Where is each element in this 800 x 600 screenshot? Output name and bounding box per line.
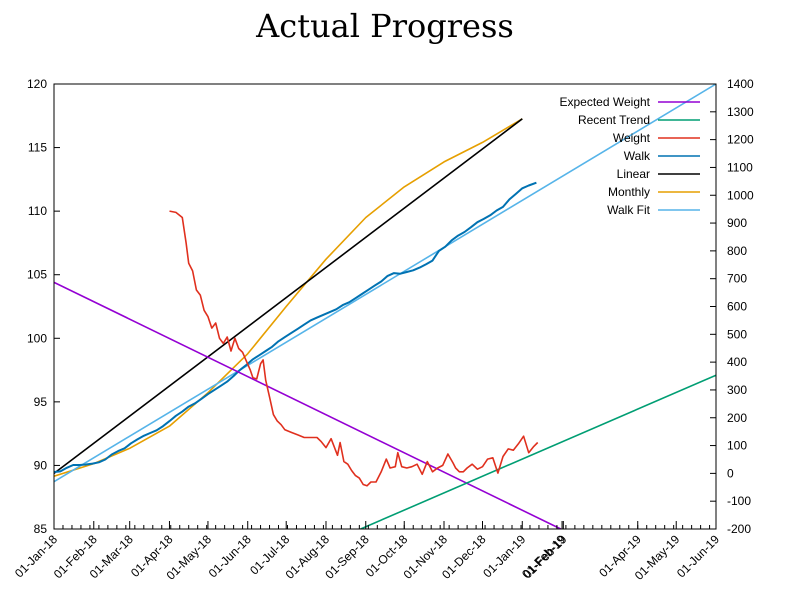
right-tick-label: 1100 (727, 160, 753, 174)
x-tick-label: 01-Jun-18 (206, 532, 254, 580)
legend-label-weight: Weight (613, 131, 651, 145)
legend-label-linear: Linear (617, 167, 650, 181)
legend-label-walk: Walk (624, 149, 651, 163)
right-tick-label: 1300 (727, 105, 754, 119)
right-tick-label: 700 (727, 272, 747, 286)
right-tick-label: 600 (727, 300, 747, 314)
right-tick-label: 1200 (727, 133, 754, 147)
right-tick-label: 400 (727, 355, 747, 369)
x-tick-label: 01-Jun-19 (674, 532, 722, 580)
right-tick-label: 500 (727, 327, 747, 341)
series-line-monthly (54, 118, 523, 477)
right-tick-label: -200 (727, 522, 751, 536)
right-tick-label: 1000 (727, 188, 754, 202)
legend-label-recent-trend: Recent Trend (578, 113, 650, 127)
legend-label-monthly: Monthly (608, 185, 650, 199)
series-line-walk (54, 181, 537, 473)
right-tick-label: 0 (727, 466, 734, 480)
legend-label-expected-weight: Expected Weight (560, 95, 651, 109)
right-tick-label: 800 (727, 244, 747, 258)
legend: Expected Weight Recent Trend Weight Walk Lin… (560, 95, 700, 217)
left-tick-label: 110 (28, 204, 47, 218)
right-tick-label: -100 (727, 494, 751, 508)
series-line-linear (54, 118, 523, 475)
right-tick-label: 300 (727, 383, 747, 397)
left-tick-label: 115 (28, 141, 47, 155)
series-line-recent-trend (360, 374, 716, 529)
series-line-expected-weight (54, 281, 562, 529)
left-tick-label: 85 (34, 522, 48, 536)
left-tick-label: 105 (27, 268, 47, 282)
right-tick-label: 100 (727, 439, 747, 453)
chart-title: Actual Progress (255, 7, 514, 45)
right-tick-label: 1400 (727, 77, 754, 91)
left-tick-label: 95 (34, 395, 48, 409)
series-line-weight (169, 210, 539, 487)
series-layer (54, 84, 716, 529)
x-tick-label: 01-Feb-19 (520, 532, 569, 581)
legend-label-walk-fit: Walk Fit (607, 203, 651, 217)
right-tick-label: 200 (727, 411, 747, 425)
series-line-walk-fit (54, 84, 716, 483)
x-tick-label: 01-Sep-18 (322, 532, 372, 582)
right-tick-label: 900 (727, 216, 747, 230)
left-tick-label: 120 (27, 77, 47, 91)
left-tick-label: 100 (27, 331, 47, 345)
left-tick-label: 90 (34, 458, 48, 472)
